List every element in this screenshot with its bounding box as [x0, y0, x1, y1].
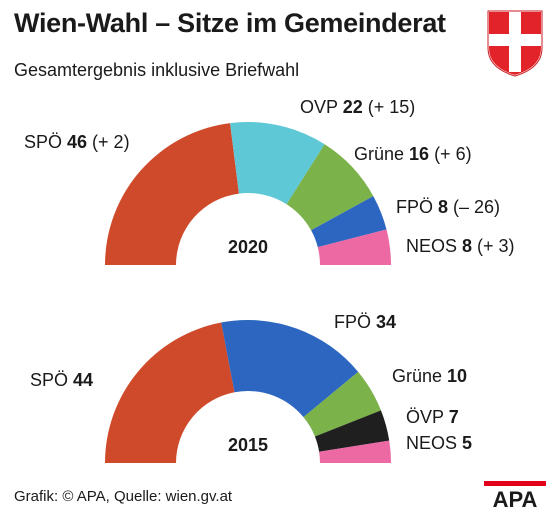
label-2015-grüne: Grüne 10 [392, 366, 467, 386]
label-2015-spö: SPÖ 44 [30, 370, 93, 390]
label-2015-övp: ÖVP 7 [406, 407, 459, 427]
label-2015-fpö: FPÖ 34 [334, 312, 396, 332]
year-label-2020: 2020 [228, 237, 268, 257]
label-2020-övp: ÖVP 22 (+ 15) [300, 100, 415, 117]
label-2015-neos: NEOS 5 [406, 433, 472, 453]
label-2020-neos: NEOS 8 (+ 3) [406, 236, 515, 256]
chart-2015: 2015 SPÖ 44 FPÖ 34 Grüne 10 ÖVP 7 NEOS 5 [30, 312, 472, 463]
label-2020-grüne: Grüne 16 (+ 6) [354, 144, 472, 164]
segment-2015-spö [105, 322, 235, 463]
segment-2020-neos [317, 229, 391, 265]
segment-2020-spö [105, 123, 239, 265]
source-footer: Grafik: © APA, Quelle: wien.gv.at [14, 488, 233, 505]
chart-2020: 2020 SPÖ 46 (+ 2) ÖVP 22 (+ 15) Grüne 16 (+… [24, 100, 515, 265]
year-label-2015: 2015 [228, 435, 268, 455]
apa-logo-text: APA [493, 487, 538, 509]
segment-2020-grüne [286, 144, 374, 231]
segment-2015-neos [319, 440, 391, 463]
page-subtitle: Gesamtergebnis inklusive Briefwahl [14, 60, 300, 80]
segment-2020-övp [230, 122, 325, 205]
segment-2020-fpö [311, 196, 387, 248]
label-2020-spö: SPÖ 46 (+ 2) [24, 132, 130, 152]
label-2020-fpö: FPÖ 8 (– 26) [396, 197, 500, 217]
vienna-crest-icon [487, 10, 543, 78]
segment-2015-grüne [303, 371, 381, 437]
apa-logo: APA [484, 481, 546, 509]
segment-2015-övp [314, 410, 390, 452]
page-title: Wien-Wahl – Sitze im Gemeinderat [14, 8, 446, 38]
segment-2015-fpö [221, 319, 359, 418]
